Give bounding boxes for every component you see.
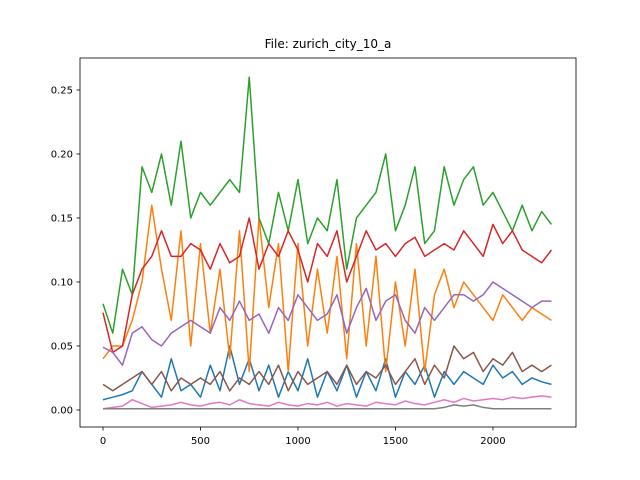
data-line (102, 281, 552, 366)
x-tick-label: 2000 (480, 436, 505, 447)
data-line (102, 345, 552, 392)
x-tick-label: 0 (100, 436, 106, 447)
y-tick-label: 0.05 (51, 341, 73, 352)
x-tick-label: 1000 (285, 436, 310, 447)
chart-title: File: zurich_city_10_a (265, 37, 392, 51)
y-tick-label: 0.20 (51, 149, 73, 160)
plot-frame (79, 57, 577, 428)
y-tick-label: 0.00 (51, 405, 73, 416)
data-line (102, 395, 552, 410)
y-tick-label: 0.10 (51, 277, 73, 288)
y-tick-label: 0.15 (51, 213, 73, 224)
data-line (102, 76, 553, 334)
x-tick-label: 500 (191, 436, 210, 447)
data-line (103, 404, 552, 410)
data-line (102, 345, 552, 401)
data-line (102, 217, 553, 354)
y-tick-label: 0.25 (51, 85, 73, 96)
x-tick-label: 1500 (383, 436, 408, 447)
